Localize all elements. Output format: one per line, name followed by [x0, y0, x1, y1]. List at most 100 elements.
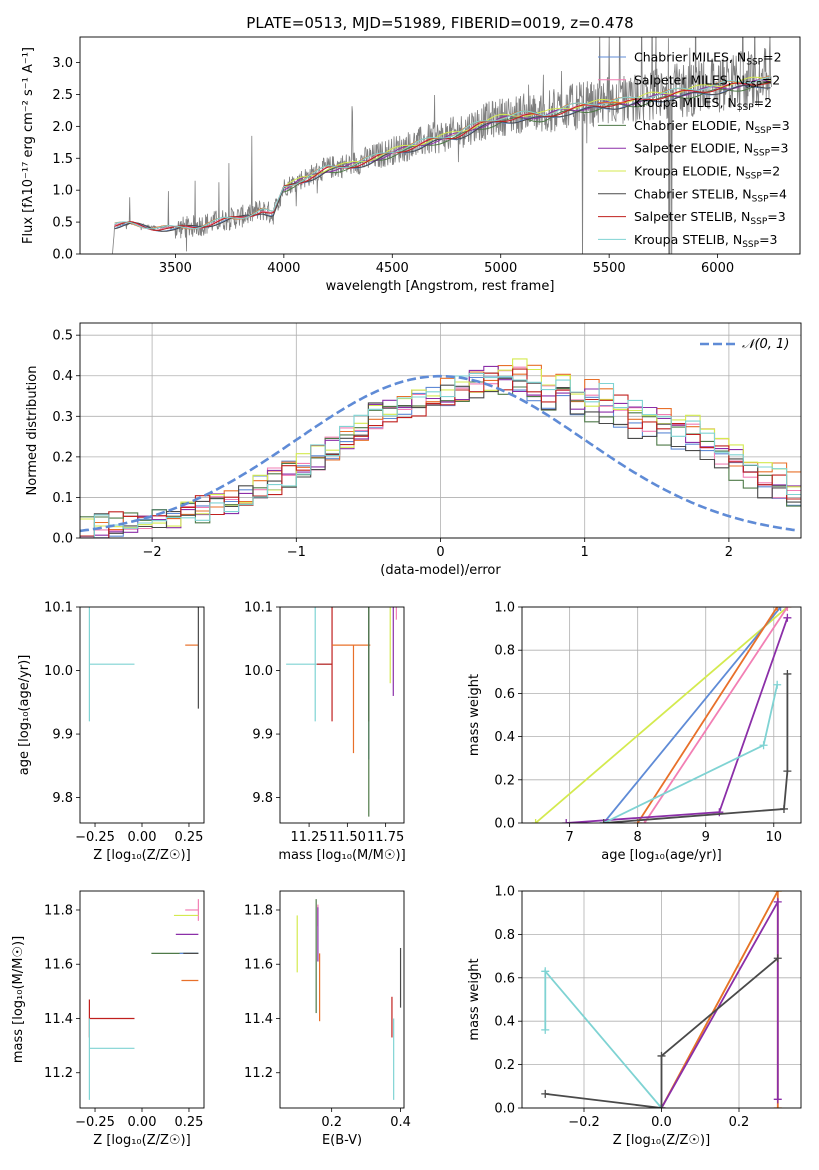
legend-suffix: =2: [762, 164, 780, 179]
x-axis-label: mass [log₁₀(M/M☉)]: [278, 848, 405, 863]
series-chabrier_stelib: [603, 674, 789, 823]
axes-frame: [79, 606, 205, 824]
series-chabrier_miles: [603, 607, 782, 823]
y-tick-label: 0.2: [52, 450, 73, 465]
x-tick-label: 0.25: [174, 830, 203, 845]
legend-suffix: =2: [762, 72, 780, 87]
chart-title: PLATE=0513, MJD=51989, FIBERID=0019, z=0…: [246, 14, 633, 32]
legend-suffix: =3: [759, 232, 777, 247]
legend-label: Chabrier MILES, NSSP=2: [634, 50, 782, 68]
observed-spectrum: [112, 37, 772, 254]
x-axis-label: Z [log₁₀(Z/Z☉)]: [613, 1133, 710, 1148]
y-tick-label: 0.4: [494, 730, 515, 745]
marker-salpeter_elodie: [773, 1095, 782, 1104]
legend-label: Salpeter ELODIE, NSSP=3: [634, 141, 788, 159]
x-axis-label: (data-model)/error: [380, 563, 501, 578]
y-tick-label: 10.1: [244, 601, 273, 616]
plot-area: [80, 358, 801, 538]
x-tick-label: 8: [634, 830, 642, 845]
y-tick-label: 9.8: [52, 791, 73, 806]
marker-chabrier_stelib: [773, 954, 782, 963]
marker-salpeter_elodie: [562, 819, 571, 823]
legend-text: Kroupa MILES, N: [634, 95, 737, 110]
x-tick-label: 0.00: [128, 1115, 157, 1130]
y-tick-label: 9.8: [252, 791, 273, 806]
x-tick-label: 6000: [701, 261, 734, 276]
legend-label: 𝒩(0, 1): [742, 337, 789, 352]
y-tick-label: 11.6: [44, 958, 73, 973]
plot-area: [531, 607, 792, 823]
legend-label: Salpeter MILES, NSSP=2: [634, 72, 780, 90]
histogram-salpeter_stelib: [80, 368, 801, 538]
y-tick-label: 11.2: [44, 1066, 73, 1081]
legend-subscript: SSP: [742, 240, 759, 250]
marker-salpeter_miles: [783, 607, 792, 611]
age-vs-mass-panel: 11.25 11.50 11.75 9.8 9.9 10.0 10.1 mass [log₁₀…: [244, 601, 406, 864]
x-tick-label: 0.4: [390, 1115, 411, 1130]
x-tick-label: −0.25: [75, 1115, 115, 1130]
y-axis-label: mass weight: [467, 674, 482, 756]
legend-label: Chabrier STELIB, NSSP=4: [634, 186, 787, 204]
marker-chabrier_stelib: [783, 767, 792, 776]
model-spectrum-salpeter_elodie: [283, 79, 771, 191]
marker-chabrier_miles: [776, 607, 785, 611]
y-tick-label: 0.6: [494, 687, 515, 702]
axes-frame: [521, 890, 802, 1109]
y-tick-label: 0.0: [494, 1102, 515, 1117]
legend-label: Chabrier ELODIE, NSSP=3: [634, 118, 790, 136]
legend-label: Kroupa ELODIE, NSSP=2: [634, 164, 780, 182]
y-tick-label: 11.2: [244, 1066, 273, 1081]
x-axis-label: age [log₁₀(age/yr)]: [601, 848, 722, 863]
x-tick-label: 10: [766, 830, 783, 845]
x-axis-label: Z [log₁₀(Z/Z☉)]: [93, 1133, 190, 1148]
y-tick-label: 11.8: [44, 903, 73, 918]
legend-subscript: SSP: [750, 217, 767, 227]
marker-chabrier_stelib: [657, 1104, 666, 1108]
x-tick-label: 1: [581, 545, 589, 560]
legend-text: Chabrier ELODIE, N: [634, 118, 754, 133]
legend-suffix: =3: [767, 209, 785, 224]
x-tick-label: −2: [143, 545, 162, 560]
y-tick-label: 0.2: [494, 773, 515, 788]
y-tick-label: 0.8: [494, 928, 515, 943]
marker-salpeter_elodie: [773, 897, 782, 906]
marker-kroupa_elodie: [531, 819, 540, 823]
age-vs-metallicity-panel: −0.25 0.00 0.25 9.8 9.9 10.0 10.1 Z [log₁₀(Z/Z☉…: [17, 601, 205, 863]
legend-text: Chabrier STELIB, N: [634, 186, 752, 201]
x-tick-label: −0.25: [75, 830, 115, 845]
y-tick-label: 3.0: [52, 56, 73, 71]
marker-chabrier_stelib: [599, 819, 608, 823]
y-tick-label: 9.9: [252, 728, 273, 743]
legend-label: Kroupa MILES, NSSP=2: [634, 95, 772, 113]
legend-text: Kroupa STELIB, N: [634, 232, 742, 247]
marker-chabrier_stelib: [657, 1051, 666, 1060]
y-tick-label: 9.9: [52, 728, 73, 743]
plot-area: [88, 899, 199, 1100]
axes-frame: [79, 36, 801, 255]
marker-chabrier_stelib: [783, 669, 792, 678]
x-tick-label: 11.75: [367, 830, 404, 845]
histogram-kroupa_stelib: [80, 372, 801, 538]
marker-kroupa_stelib: [773, 680, 782, 689]
y-axis-label: Normed distribution: [25, 366, 40, 496]
x-tick-label: 0: [436, 545, 444, 560]
legend-subscript: SSP: [745, 80, 762, 90]
x-tick-label: 5500: [593, 261, 626, 276]
legend-subscript: SSP: [745, 172, 762, 182]
y-tick-label: 0.8: [494, 644, 515, 659]
mass-weight-vs-metallicity-panel: −0.2 0.0 0.2 0.0 0.2 0.4 0.6 0.8 1.0 Z [log₁₀(Z/Z…: [467, 885, 802, 1148]
marker-kroupa_stelib: [541, 967, 550, 976]
marker-chabrier_stelib: [541, 1089, 550, 1098]
legend-label: Kroupa STELIB, NSSP=3: [634, 232, 778, 250]
legend-subscript: SSP: [754, 126, 771, 136]
marker-kroupa_miles: [773, 1104, 782, 1108]
legend-label: Salpeter STELIB, NSSP=3: [634, 209, 786, 227]
plot-area: [112, 37, 772, 254]
x-tick-label: 4500: [376, 261, 409, 276]
y-tick-label: 11.6: [244, 958, 273, 973]
gaussian-curve: [80, 374, 799, 533]
y-axis-label: age [log₁₀(age/yr)]: [17, 655, 32, 776]
axes-frame: [521, 606, 802, 824]
legend-text: Salpeter STELIB, N: [634, 209, 750, 224]
legend-subscript: SSP: [753, 149, 770, 159]
